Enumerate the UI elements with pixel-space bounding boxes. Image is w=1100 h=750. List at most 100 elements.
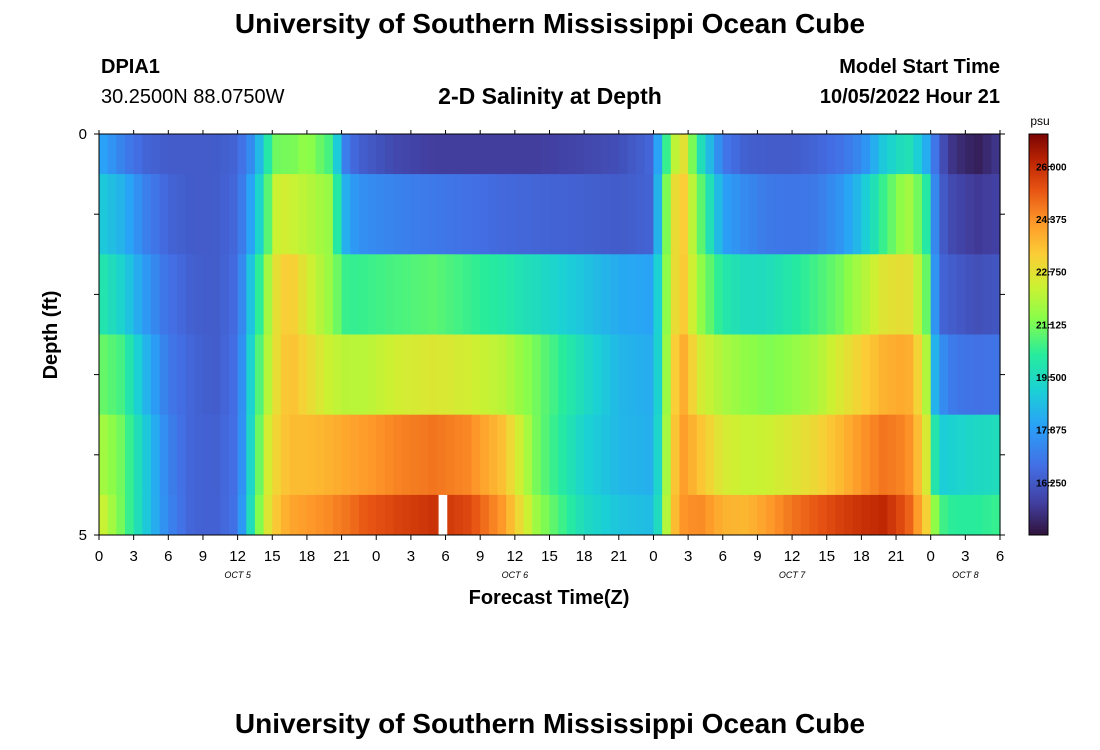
heatmap-cell: [662, 334, 672, 416]
heatmap-cell: [800, 134, 810, 175]
heatmap-cell: [913, 134, 923, 175]
heatmap-cell: [896, 134, 906, 175]
heatmap-cell: [298, 494, 308, 536]
heatmap-cell: [852, 254, 862, 335]
heatmap-cell: [462, 494, 473, 536]
heatmap-cell: [601, 334, 611, 416]
x-day-label: OCT 6: [502, 570, 529, 580]
heatmap-cell: [142, 414, 152, 496]
heatmap-cell: [280, 414, 291, 496]
colorbar-unit: psu: [1030, 114, 1049, 128]
heatmap-cell: [480, 334, 490, 416]
heatmap-cell: [991, 254, 1001, 335]
x-axis-title: Forecast Time(Z): [469, 587, 630, 609]
heatmap-cell: [402, 334, 412, 416]
heatmap-cell: [584, 334, 594, 416]
heatmap-cell: [393, 334, 403, 416]
heatmap-cell: [341, 494, 351, 536]
heatmap-cell: [471, 414, 481, 496]
heatmap-cell: [211, 494, 221, 536]
colorbar-tick-label: 22.750: [1036, 268, 1067, 279]
heatmap-cell: [757, 494, 767, 536]
heatmap-cell: [731, 174, 741, 255]
heatmap-cell: [350, 254, 360, 335]
heatmap-cell: [419, 174, 429, 255]
heatmap-cell: [228, 254, 239, 335]
heatmap-cell: [107, 174, 117, 255]
heatmap-cell: [930, 254, 940, 335]
heatmap-cell: [566, 174, 577, 255]
heatmap-cell: [610, 134, 620, 175]
heatmap-cell: [263, 134, 273, 175]
heatmap-cell: [298, 254, 308, 335]
x-tick-label: 6: [719, 548, 727, 565]
heatmap-cell: [844, 334, 854, 416]
heatmap-cell: [341, 134, 351, 175]
heatmap-cell: [350, 174, 360, 255]
heatmap-cell: [367, 334, 377, 416]
heatmap-cell: [116, 334, 126, 416]
heatmap-cell: [254, 254, 265, 335]
heatmap-cell: [939, 334, 949, 416]
heatmap-cell: [185, 254, 195, 335]
heatmap-cell: [393, 174, 403, 255]
heatmap-cell: [445, 134, 455, 175]
y-tick-label: 0: [79, 126, 87, 143]
heatmap-cell: [228, 174, 239, 255]
heatmap-cell: [497, 494, 507, 536]
heatmap-cell: [688, 414, 698, 496]
heatmap-cell: [289, 414, 299, 496]
heatmap-cell: [982, 134, 992, 175]
x-tick-label: 3: [684, 548, 692, 565]
heatmap-cell: [948, 134, 958, 175]
heatmap-cell: [558, 334, 568, 416]
heatmap-cell: [852, 414, 862, 496]
heatmap-cell: [99, 254, 109, 335]
heatmap-cell: [393, 494, 403, 536]
heatmap-cell: [974, 174, 984, 255]
heatmap-cell: [159, 134, 169, 175]
x-tick-label: 9: [199, 548, 207, 565]
heatmap-cell: [99, 134, 109, 175]
colorbar-tick-label: 26.000: [1036, 162, 1067, 173]
heatmap-cell: [861, 334, 871, 416]
heatmap-cell: [367, 134, 377, 175]
heatmap-cell: [991, 174, 1001, 255]
heatmap-cell: [792, 334, 802, 416]
heatmap-cell: [428, 174, 438, 255]
heatmap-cell: [220, 334, 230, 416]
heatmap-cell: [835, 414, 845, 496]
heatmap-cell: [809, 414, 819, 496]
heatmap-cell: [748, 414, 759, 496]
heatmap-cell: [783, 254, 793, 335]
heatmap-cell: [592, 174, 603, 255]
heatmap-cell: [549, 174, 559, 255]
heatmap-cell: [670, 494, 681, 536]
colorbar-ramp: [1028, 133, 1049, 536]
heatmap-cell: [506, 174, 516, 255]
heatmap-cell: [410, 254, 421, 335]
heatmap-cell: [939, 494, 949, 536]
heatmap-cell: [705, 334, 715, 416]
heatmap-cell: [696, 494, 707, 536]
heatmap-cell: [731, 494, 741, 536]
x-tick-label: 6: [164, 548, 172, 565]
y-axis: 05: [79, 126, 1005, 544]
heatmap-cell: [376, 254, 386, 335]
x-tick-label: 0: [372, 548, 380, 565]
heatmap-cell: [757, 254, 767, 335]
heatmap-cell: [116, 414, 126, 496]
heatmap-cell: [982, 334, 992, 416]
heatmap-cell: [740, 174, 750, 255]
heatmap-cell: [558, 414, 568, 496]
heatmap-cell: [410, 414, 421, 496]
heatmap-cell: [740, 414, 750, 496]
heatmap-cell: [315, 494, 325, 536]
heatmap-cell: [688, 334, 698, 416]
heatmap-cell: [116, 174, 126, 255]
heatmap-cell: [861, 494, 871, 536]
heatmap-cell: [523, 254, 533, 335]
heatmap-cell: [584, 254, 594, 335]
missing-data: [438, 494, 448, 535]
